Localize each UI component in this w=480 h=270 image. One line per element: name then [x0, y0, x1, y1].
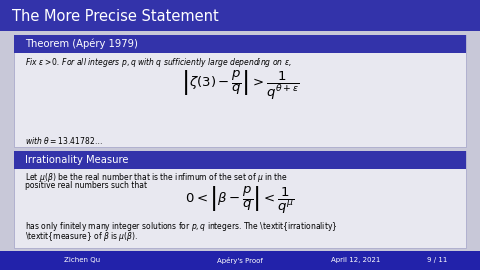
Text: positive real numbers such that: positive real numbers such that — [25, 181, 147, 190]
Text: Fix $\epsilon > 0$. For all integers $p, q$ with $q$ sufficiently large dependin: Fix $\epsilon > 0$. For all integers $p,… — [25, 56, 292, 69]
Text: Let $\mu(\beta)$ be the real number that is the infimum of the set of $\mu$ in t: Let $\mu(\beta)$ be the real number that… — [25, 171, 288, 184]
Text: $0 < \left|\beta - \dfrac{p}{q}\right| < \dfrac{1}{q^{\mu}}$: $0 < \left|\beta - \dfrac{p}{q}\right| <… — [185, 184, 295, 216]
Text: Theorem (Apéry 1979): Theorem (Apéry 1979) — [25, 39, 138, 49]
FancyBboxPatch shape — [0, 0, 480, 31]
Text: with $\theta = 13.41782\ldots$: with $\theta = 13.41782\ldots$ — [25, 135, 103, 146]
Text: Irrationality Measure: Irrationality Measure — [25, 155, 129, 165]
Text: \textit{measure} of $\beta$ is $\mu(\beta)$.: \textit{measure} of $\beta$ is $\mu(\bet… — [25, 230, 138, 243]
Text: $\left|\zeta(3) - \dfrac{p}{q}\right| > \dfrac{1}{q^{\theta+\epsilon}}$: $\left|\zeta(3) - \dfrac{p}{q}\right| > … — [181, 68, 299, 102]
FancyBboxPatch shape — [14, 151, 466, 169]
Text: Zichen Qu: Zichen Qu — [63, 257, 100, 263]
Text: has only finitely many integer solutions for $p, q$ integers. The \textit{irrati: has only finitely many integer solutions… — [25, 220, 337, 233]
Text: 9 / 11: 9 / 11 — [427, 257, 447, 263]
Text: Apéry's Proof: Apéry's Proof — [217, 257, 263, 264]
FancyBboxPatch shape — [14, 35, 466, 53]
Text: The More Precise Statement: The More Precise Statement — [12, 9, 219, 24]
FancyBboxPatch shape — [14, 35, 466, 147]
FancyBboxPatch shape — [0, 251, 480, 270]
FancyBboxPatch shape — [14, 151, 466, 248]
Text: April 12, 2021: April 12, 2021 — [331, 257, 380, 263]
